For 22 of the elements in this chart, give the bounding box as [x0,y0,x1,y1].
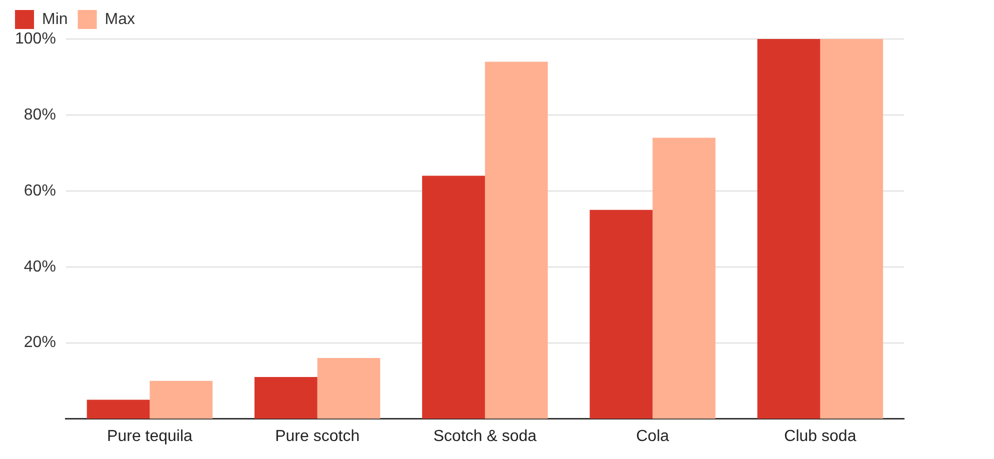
bar [422,176,485,419]
x-tick-label: Scotch & soda [433,428,537,445]
bar [86,400,150,419]
x-tick-label: Pure tequila [107,428,193,445]
bar [757,39,820,419]
y-tick-label: 40% [24,258,56,276]
bar [150,380,213,419]
y-tick-label: 100% [15,30,56,48]
bar [820,39,884,419]
x-tick-label: Cola [636,428,670,445]
bar [317,358,380,419]
legend-label: Max [104,10,136,28]
bar [652,138,716,419]
x-tick-label: Club soda [784,428,856,445]
bar [590,210,653,419]
y-tick-label: 60% [24,182,56,200]
legend-label: Min [42,10,68,28]
bar [254,377,318,419]
bar [484,62,548,419]
x-tick-label: Pure scotch [275,428,360,445]
y-tick-label: 20% [24,334,56,352]
y-tick-label: 80% [24,106,56,124]
